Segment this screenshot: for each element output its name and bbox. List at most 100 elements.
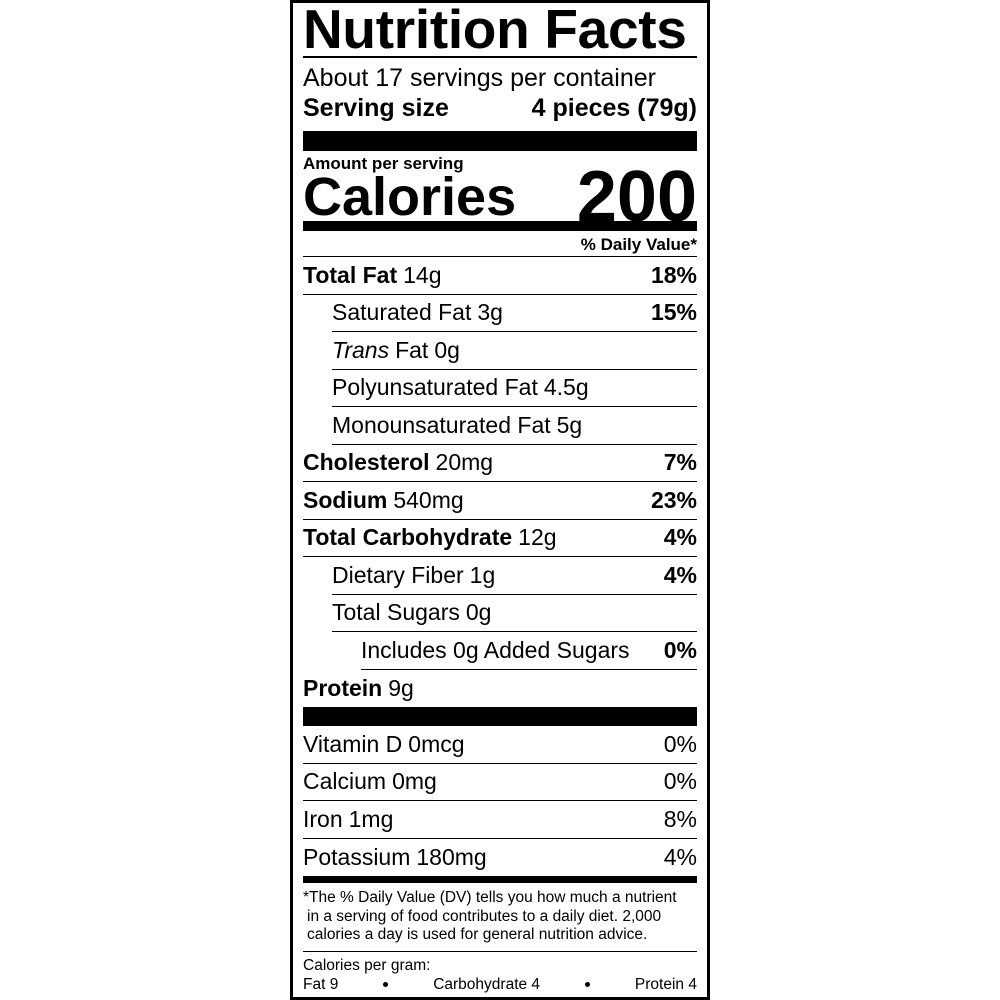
nutrient-row: Monounsaturated Fat 5g [332,407,697,445]
nutrient-dv: 4% [663,561,697,588]
nutrient-amount: 9g [388,674,414,701]
nutrient-label: Total Sugars 0g [332,599,491,626]
title: Nutrition Facts [303,2,697,58]
serving-size-value: 4 pieces (79g) [531,94,697,122]
nutrient-name: Total Carbohydrate [303,524,513,551]
vitamin-amount: 180mg [416,843,487,870]
footnote: *The % Daily Value (DV) tells you how mu… [303,889,697,952]
calories-per-gram-item: Protein 4 [634,975,697,993]
calories-per-gram: Calories per gram: Fat 9 Carbohydrate 4 Pr… [303,956,697,994]
daily-value-header: % Daily Value* [303,231,697,257]
vitamin-name: Vitamin D [303,730,403,757]
nutrient-row: Protein 9g [303,670,697,708]
nutrient-amount: 12g [518,524,557,551]
nutrient-name: Cholesterol [303,449,430,476]
amount-per-serving: Amount per serving [303,154,464,173]
nutrient-name: Total Fat [303,261,398,288]
nutrient-name: Saturated Fat [332,299,472,326]
nutrient-name: Polyunsaturated Fat [332,374,538,401]
vitamin-dv: 4% [663,843,697,870]
nutrient-row: Total Fat 14g 18% [303,257,697,295]
servings: About 17 servings per container [303,64,656,92]
serving-size: Serving size 4 pieces (79g) [303,93,697,123]
footnote-line: *The % Daily Value (DV) tells you how mu… [303,889,677,906]
footnote-line: in a serving of food contributes to a da… [307,907,662,925]
nutrient-name: Fat [395,336,429,363]
nutrient-list: Total Fat 14g 18% Saturated Fat 3g 15% Trans Fa… [303,257,697,707]
nutrient-label: Saturated Fat 3g [332,299,503,326]
nutrient-dv: 0% [663,636,697,663]
nutrition-label: Nutrition Facts About 17 servings per co… [290,0,710,1000]
nutrient-row: Polyunsaturated Fat 4.5g [332,370,697,407]
nutrient-label: Trans Fat 0g [332,337,460,364]
vitamin-label: Calcium 0mg [303,768,437,795]
calories: Calories 200 [303,157,697,237]
vitamin-row: Vitamin D 0mcg 0% [303,726,697,764]
calories-per-gram-items: Fat 9 Carbohydrate 4 Protein 4 [303,975,697,994]
nutrient-amount: 3g [477,299,503,326]
nutrient-row: Sodium 540mg 23% [303,482,697,520]
nutrient-row: Includes 0g Added Sugars 0% [361,632,697,670]
nutrient-prefix: Trans [332,336,390,363]
vitamin-amount: 1mg [348,805,394,832]
vitamin-amount: 0mg [392,768,437,795]
footnote-line: calories a day is used for general nutri… [307,926,648,943]
vitamin-dv: 0% [663,730,697,757]
nutrient-label: Dietary Fiber 1g [332,562,495,589]
vitamin-name: Calcium [303,768,387,795]
nutrient-row: Trans Fat 0g [332,332,697,370]
vitamin-dv: 8% [663,805,697,832]
vitamin-label: Iron 1mg [303,806,393,833]
vitamin-label: Potassium 180mg [303,844,487,871]
nutrient-row: Total Carbohydrate 12g 4% [303,520,697,557]
vitamin-name: Potassium [303,843,411,870]
vitamin-dv: 0% [663,768,697,795]
nutrient-amount: 0g [465,599,492,626]
nutrient-label: Total Fat 14g [303,262,442,289]
vitamin-label: Vitamin D 0mcg [303,731,465,758]
nutrient-row: Total Sugars 0g [332,595,697,632]
nutrient-label: Cholesterol 20mg [303,449,493,476]
nutrient-dv: 15% [650,299,697,326]
vitamin-row: Iron 1mg 8% [303,801,697,839]
vitamin-name: Iron [303,805,343,832]
nutrient-name: Total Sugars [332,599,460,626]
vitamin-row: Calcium 0mg 0% [303,764,697,801]
thick-rule [303,131,697,151]
thick-rule [303,707,697,726]
nutrient-label: Polyunsaturated Fat 4.5g [332,374,589,401]
nutrient-amount: 20mg [435,449,494,476]
nutrient-amount: 4.5g [543,374,589,401]
vitamin-list: Vitamin D 0mcg 0% Calcium 0mg 0% Iron 1mg 8% Pota… [303,726,697,876]
nutrient-dv: 18% [650,261,697,288]
calories-per-gram-item: Fat 9 [303,975,339,993]
medium-rule [303,221,697,231]
bullet [383,981,389,987]
nutrient-name: Monounsaturated Fat [332,411,551,438]
nutrient-amount: 540mg [393,486,464,513]
calories-label: Calories [303,167,517,227]
nutrient-name: Sodium [303,486,388,513]
nutrient-amount: 0g [434,336,460,363]
nutrient-label: Includes 0g Added Sugars [361,637,630,664]
nutrient-row: Cholesterol 20mg 7% [303,445,697,482]
nutrient-name: Protein [303,674,383,701]
nutrient-label: Monounsaturated Fat 5g [332,412,582,439]
nutrient-amount: 5g [556,411,583,438]
calories-per-gram-label: Calories per gram: [303,956,431,974]
serving-size-label: Serving size [303,94,449,122]
nutrient-label: Total Carbohydrate 12g [303,524,557,551]
nutrient-amount: 14g [403,261,442,288]
vitamin-row: Potassium 180mg 4% [303,839,697,877]
medium-rule [303,876,697,883]
calories-per-gram-item: Carbohydrate 4 [433,975,541,993]
nutrient-dv: 4% [663,524,697,551]
nutrient-row: Dietary Fiber 1g 4% [332,557,697,595]
calories-value: 200 [576,157,697,237]
nutrient-label: Protein 9g [303,675,414,702]
vitamin-amount: 0mcg [408,730,465,757]
nutrient-label: Sodium 540mg [303,487,464,514]
nutrient-dv: 7% [663,449,697,476]
nutrient-amount: 1g [469,561,496,588]
